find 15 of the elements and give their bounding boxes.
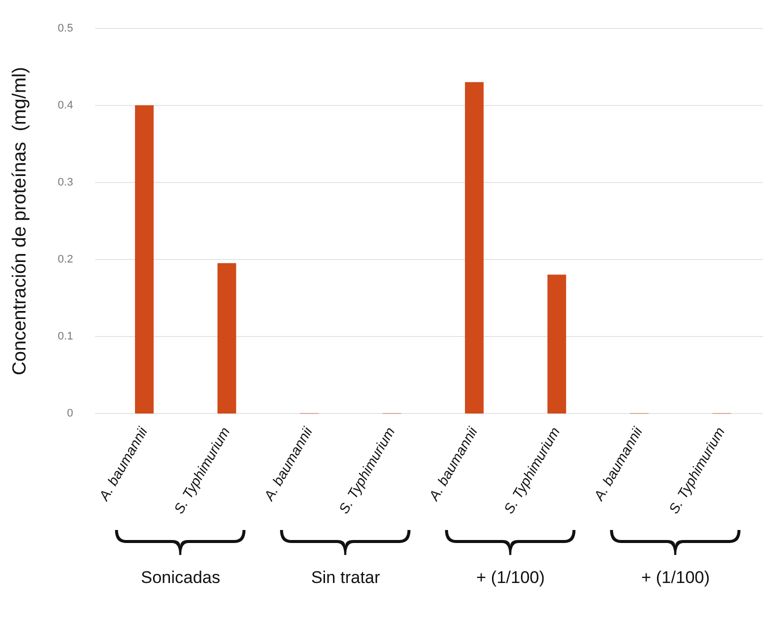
y-tick-label: 0.5 xyxy=(58,22,74,35)
bar xyxy=(464,82,484,414)
bar xyxy=(547,274,566,414)
text: Sin tratar xyxy=(310,568,382,588)
bar xyxy=(135,105,154,414)
y-tick-label: 0 xyxy=(66,408,74,420)
y-tick-label: 0.2 xyxy=(58,254,74,266)
text: Sonicadas xyxy=(140,568,222,588)
bar xyxy=(217,263,236,414)
text: + (1/100) xyxy=(475,568,546,588)
y-axis-title: Concentración de proteínas (mg/ml) xyxy=(10,66,31,376)
y-tick-label: 0.1 xyxy=(58,330,74,343)
y-tick-label: 0.4 xyxy=(58,100,74,112)
text: + (1/100) xyxy=(640,568,711,588)
y-tick-label: 0.3 xyxy=(58,176,74,189)
